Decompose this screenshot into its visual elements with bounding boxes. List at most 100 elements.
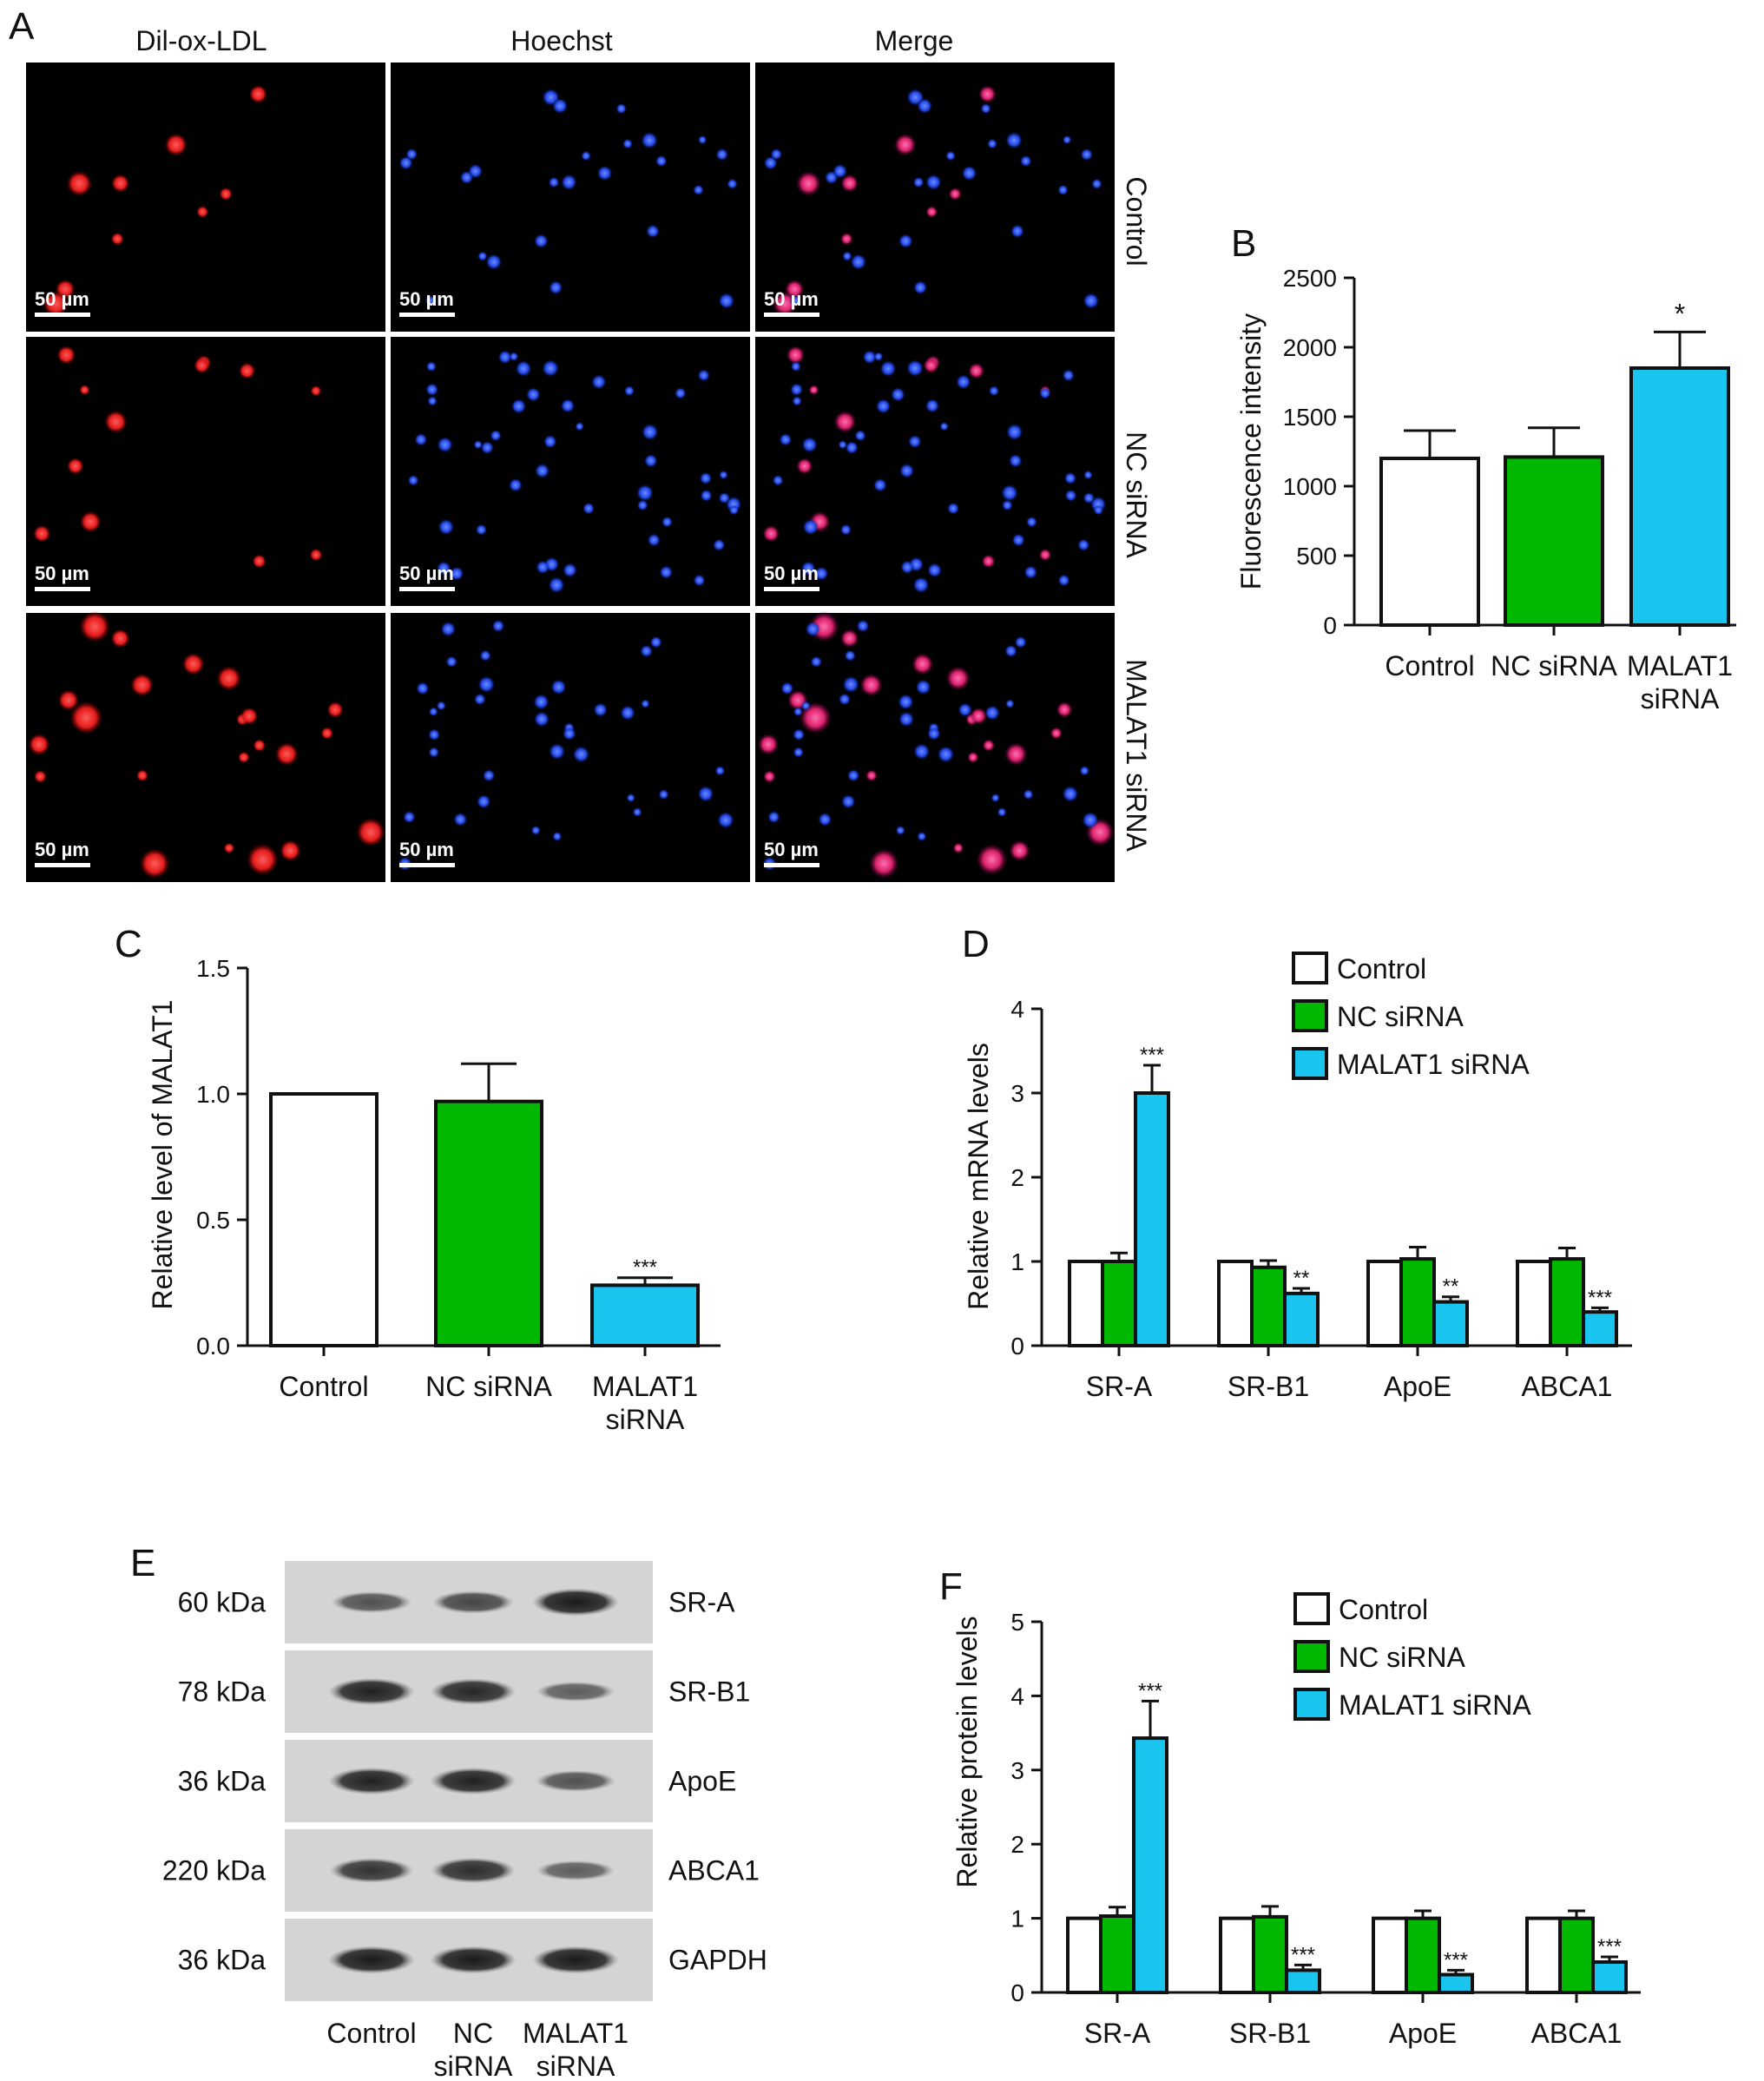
nucleus-stain [833,163,848,179]
nucleus-stain [482,769,496,782]
nucleus-stain [898,694,914,710]
nucleus-stain [845,441,859,455]
nucleus-stain [593,702,608,717]
nucleus-stain [915,679,931,695]
cell-stain [967,362,985,379]
x-tick-label: SR-A [1084,2018,1151,2049]
legend-label: Control [1337,953,1426,985]
nucleus-stain [1014,635,1027,649]
panel-c-ylabel: Relative level of MALAT1 [147,1000,178,1310]
protein-label: GAPDH [668,1945,767,1976]
micrograph-background [26,63,385,332]
cell-stain [79,385,90,396]
row-label-nc-sirna: NC siRNA [1121,431,1152,558]
micrograph-background [755,337,1115,606]
nucleus-stain [425,361,437,372]
x-tick-label: Control [279,1371,368,1402]
nucleus-stain [403,810,416,824]
nucleus-stain [1091,178,1102,189]
nucleus-stain [728,504,740,516]
micrograph-tile: 50 µm [755,611,1115,882]
nucleus-stain [700,489,713,502]
nucleus-stain [497,350,512,365]
bar [1438,1972,1474,1994]
chart-f: 0 1 2 3 4 5 *** SR-A *** SR-B1 *** ApoE *** ABCA1 Cont… [1010,1592,1641,2049]
scale-bar-label: 50 µm [399,839,454,860]
cell-stain [110,629,130,649]
x-tick-label: MALAT1 siRNA [1627,650,1733,715]
column-header-merge: Merge [875,25,954,56]
nucleus-stain [913,743,931,761]
cell-stain [839,232,853,246]
cell-stain [33,524,51,543]
cell-stain [840,174,859,193]
nucleus-stain [717,811,734,829]
nucleus-stain [898,234,913,248]
nucleus-stain [856,619,870,633]
x-tick-label: SR-A [1086,1371,1153,1402]
nucleus-stain [1062,786,1079,802]
bar [1372,1916,1408,1995]
significance-label: *** [1140,1044,1164,1067]
scale-bar [764,863,819,867]
x-tick-label: NC siRNA [1491,650,1617,682]
nucleus-stain [697,369,710,382]
y-tick-label: 3 [1010,1080,1024,1107]
cell-stain [80,510,102,533]
nucleus-stain [1083,293,1100,309]
legend-label: NC siRNA [1339,1642,1465,1673]
x-tick-label: SR-B1 [1229,2018,1311,2049]
cell-stain [164,133,188,156]
legend-swatch [1292,952,1328,985]
nucleus-stain [437,437,453,453]
nucleus-stain [961,165,977,181]
cell-stain [786,346,806,365]
chart-b: 0 500 1000 1500 2000 2500 Control NC siRNA * MALA… [1283,265,1736,715]
nucleus-stain [549,743,566,761]
western-blot: 60 kDa SR-A 78 kDa SR-B1 36 kDa ApoE 220 kDa AB… [162,1561,767,2081]
cell-stain [219,187,233,201]
cell-stain [181,653,205,675]
nucleus-stain [875,398,892,414]
scale-bar [35,587,90,591]
cell-stain [967,751,979,764]
y-tick-label: 2 [1010,1164,1024,1191]
panel-f-ylabel: Relative protein levels [951,1616,983,1887]
cell-stain [69,701,103,734]
nucleus-stain [1011,533,1025,547]
panel-e-label: E [130,1542,155,1584]
nucleus-stain [1079,766,1090,776]
nucleus-stain [899,463,915,478]
cell-stain [1009,840,1030,862]
panel-c: C Relative level of MALAT1 0.0 0.5 1.0 1.5 C… [115,923,721,1435]
nucleus-stain [509,352,519,362]
nucleus-stain [646,224,660,239]
nucleus-stain [623,385,635,397]
scale-bar-label: 50 µm [399,288,454,310]
micrograph-background [26,613,385,882]
bar [1525,1916,1562,1995]
molecular-weight-label: 60 kDa [178,1587,267,1618]
nucleus-stain [655,155,668,168]
nucleus-stain [984,705,1000,721]
nucleus-stain [636,484,654,502]
y-tick-label: 2000 [1283,334,1337,361]
cell-stain [356,818,385,847]
nucleus-stain [416,682,430,695]
blot-band [431,1857,516,1884]
significance-label: *** [1588,1286,1612,1309]
nucleus-stain [891,387,905,402]
nucleus-stain [913,280,928,295]
nucleus-stain [1083,491,1095,504]
nucleus-stain [693,184,704,195]
nucleus-stain [572,746,590,763]
cell-stain [43,291,69,317]
scale-bar-label: 50 µm [35,563,89,584]
nucleus-stain [939,422,949,431]
legend-label: NC siRNA [1337,1001,1464,1032]
significance-label: * [1675,298,1685,329]
panel-d-label: D [962,923,990,965]
x-tick-label: Control [1385,650,1474,682]
scale-bar-label: 50 µm [764,288,819,310]
nucleus-stain [988,385,999,397]
